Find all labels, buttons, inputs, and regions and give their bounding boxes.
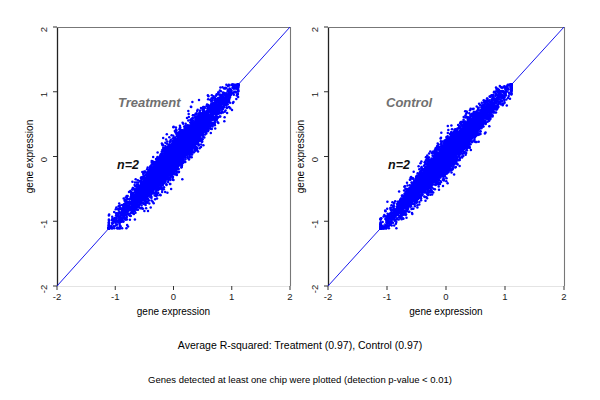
svg-text:2: 2 xyxy=(38,27,49,32)
svg-text:-2: -2 xyxy=(38,285,49,293)
svg-text:n=2: n=2 xyxy=(117,158,139,172)
svg-text:Treatment: Treatment xyxy=(118,95,181,110)
svg-text:0: 0 xyxy=(309,157,320,162)
svg-text:gene expression: gene expression xyxy=(24,120,35,193)
svg-text:2: 2 xyxy=(309,27,320,32)
svg-text:0: 0 xyxy=(443,291,448,302)
svg-text:-2: -2 xyxy=(53,291,61,302)
svg-text:2: 2 xyxy=(287,291,292,302)
svg-text:Control: Control xyxy=(386,95,433,110)
svg-text:n=2: n=2 xyxy=(388,158,410,172)
svg-text:gene expression: gene expression xyxy=(137,306,210,317)
svg-text:Average R-squared: Treatment (: Average R-squared: Treatment (0.97), Con… xyxy=(178,339,422,351)
svg-text:1: 1 xyxy=(38,92,49,97)
svg-text:0: 0 xyxy=(171,291,176,302)
svg-text:1: 1 xyxy=(502,291,507,302)
svg-text:gene expression: gene expression xyxy=(295,120,306,193)
svg-text:2: 2 xyxy=(561,291,566,302)
svg-text:gene expression: gene expression xyxy=(409,306,482,317)
svg-text:-2: -2 xyxy=(324,291,332,302)
svg-text:-1: -1 xyxy=(309,220,320,228)
svg-text:-2: -2 xyxy=(309,285,320,293)
svg-text:Genes detected at least one ch: Genes detected at least one chip were pl… xyxy=(148,374,452,385)
svg-text:1: 1 xyxy=(229,291,234,302)
svg-text:1: 1 xyxy=(309,92,320,97)
svg-text:-1: -1 xyxy=(383,291,391,302)
svg-text:-1: -1 xyxy=(38,220,49,228)
svg-text:-1: -1 xyxy=(111,291,119,302)
svg-text:0: 0 xyxy=(38,157,49,162)
